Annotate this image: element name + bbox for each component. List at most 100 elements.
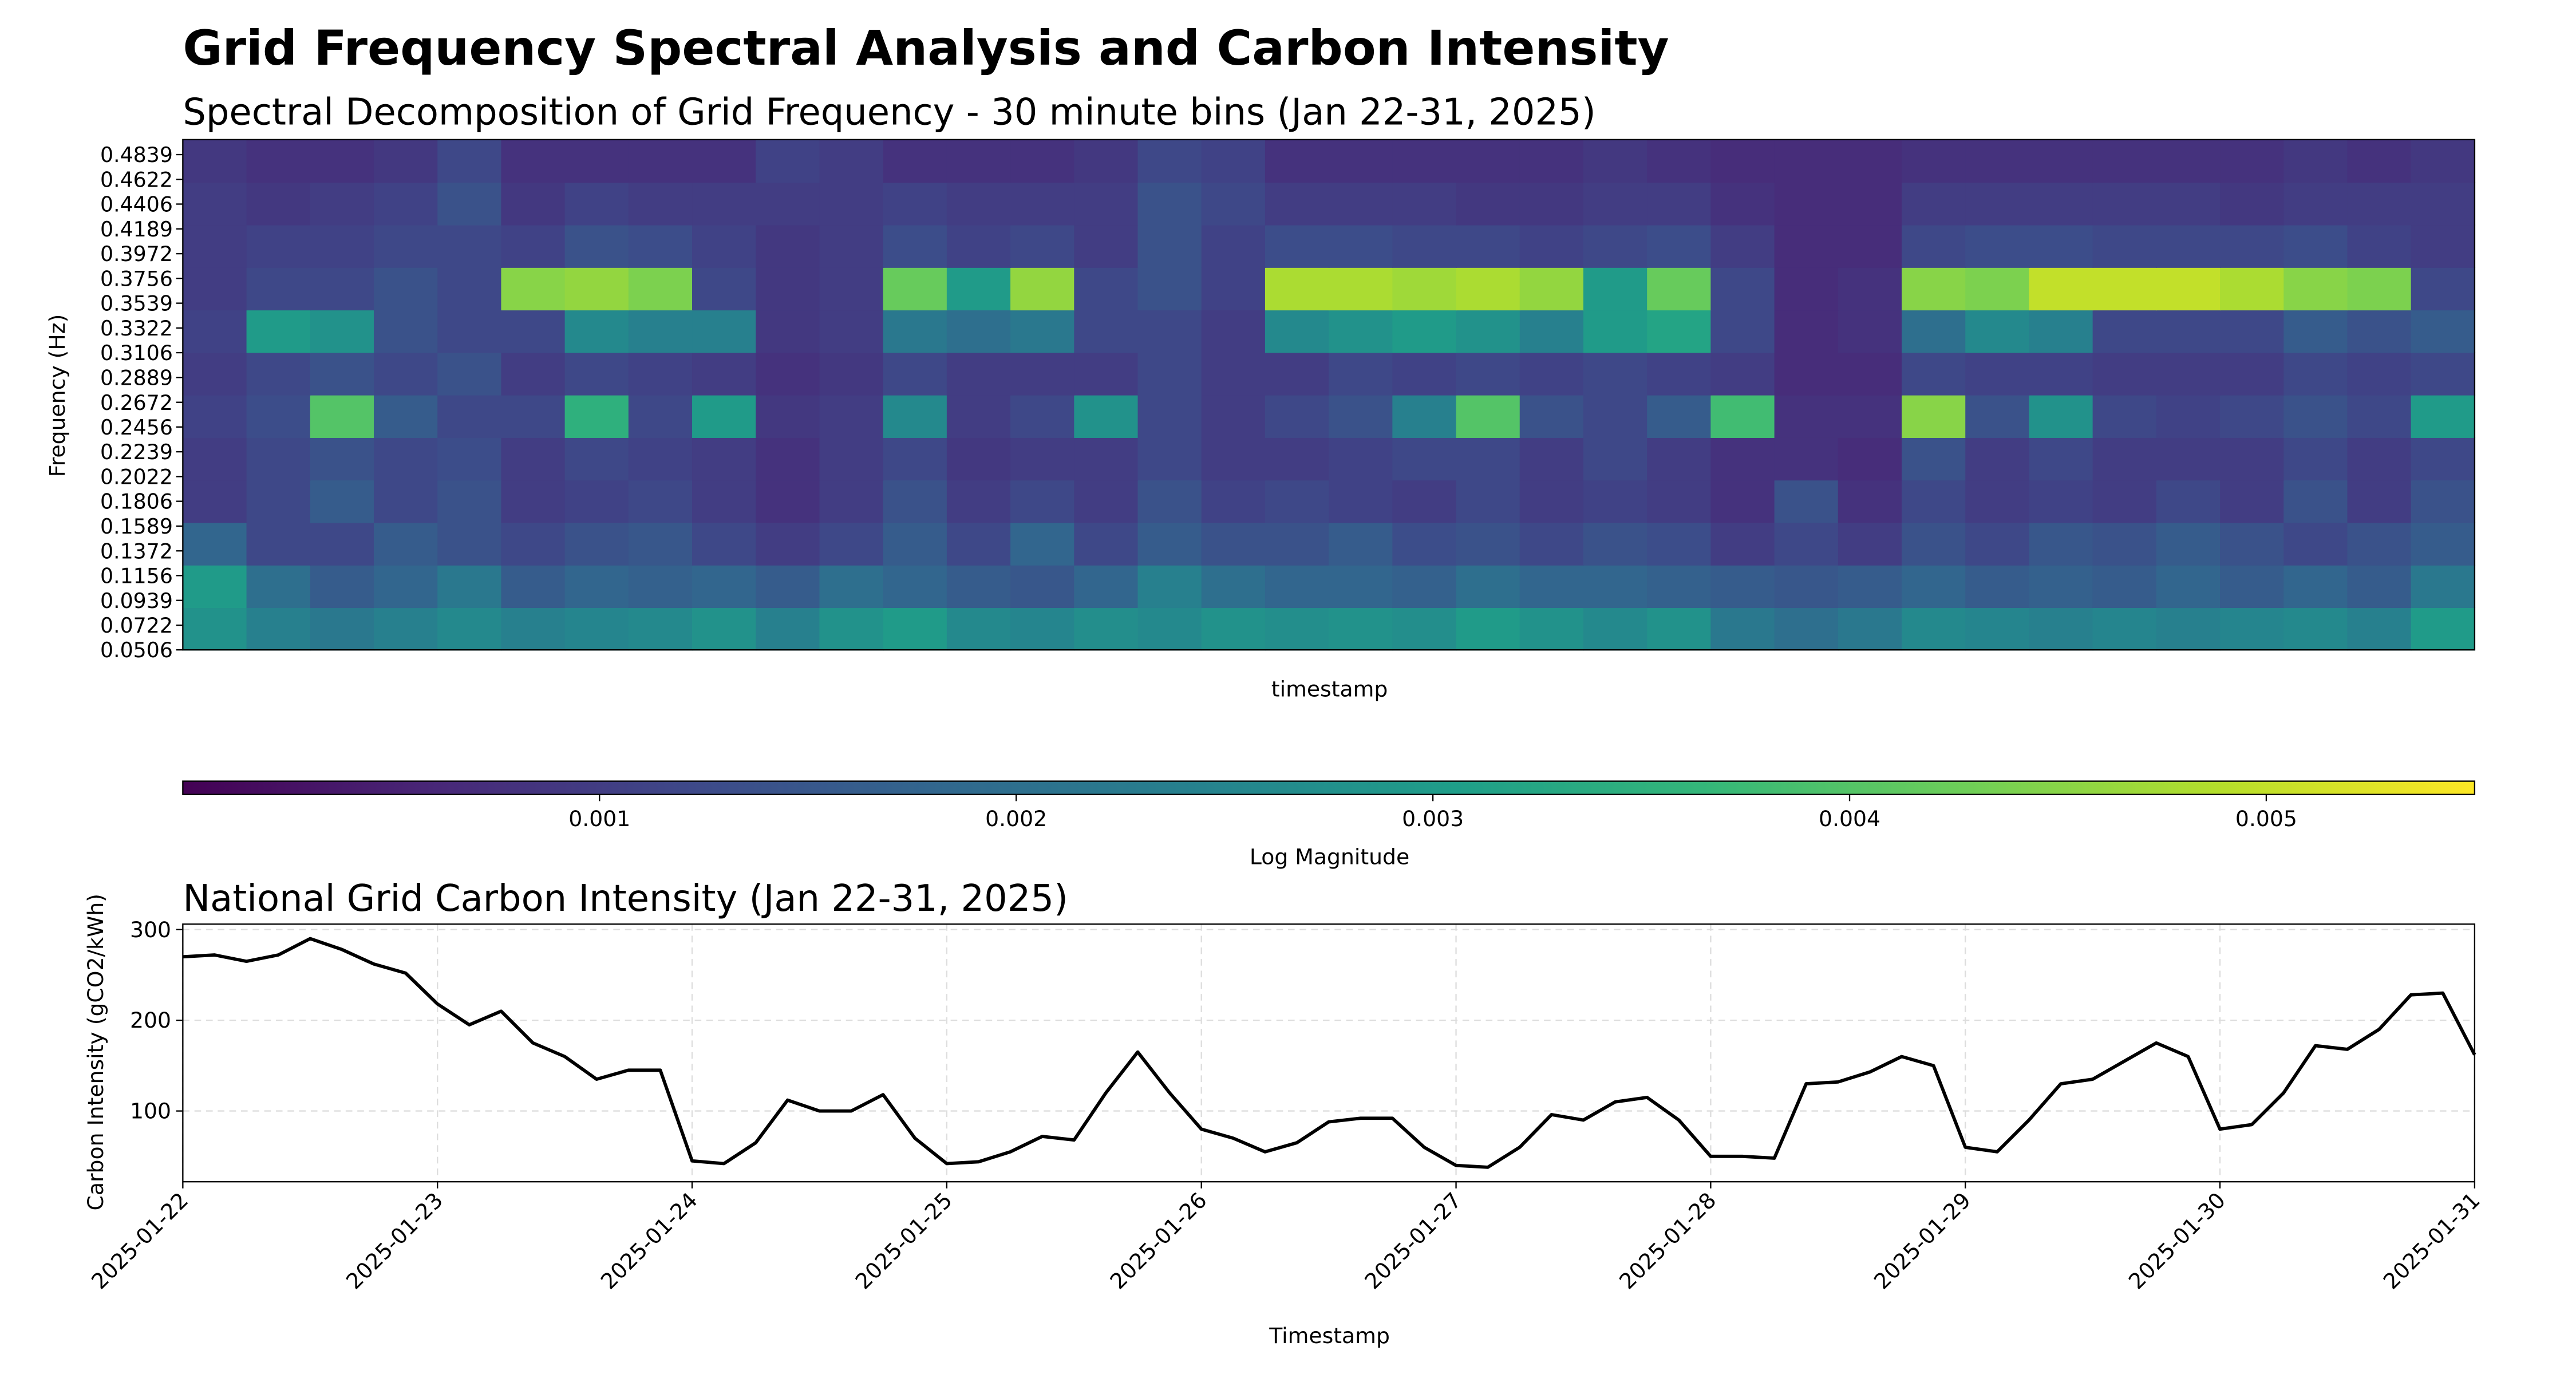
heatmap-cell [1201, 352, 1266, 396]
heatmap-cell [883, 394, 948, 438]
heatmap-cell [246, 607, 311, 651]
y-tick-label: 0.4189 [100, 217, 173, 242]
heatmap-cell [1074, 224, 1139, 268]
x-axis-label: Timestamp [1269, 1323, 1390, 1348]
heatmap-cell [1838, 267, 1903, 311]
heatmap-cell [1137, 394, 1202, 438]
heatmap-cell [1074, 437, 1139, 481]
heatmap-cell [1647, 224, 1712, 268]
heatmap-cell [1965, 564, 2030, 609]
heatmap-cell [183, 564, 247, 609]
heatmap-cell [1838, 309, 1903, 353]
heatmap-cell [1329, 224, 1393, 268]
heatmap-cell [437, 564, 502, 609]
heatmap-cell [946, 607, 1012, 651]
heatmap-cell [628, 480, 693, 523]
heatmap-cell [1583, 182, 1648, 226]
heatmap-cell [628, 267, 693, 311]
heatmap-cell [310, 607, 375, 651]
heatmap-cell [1583, 394, 1648, 438]
heatmap-cell [373, 437, 438, 481]
heatmap-cell [373, 182, 438, 226]
heatmap-cell [1583, 480, 1648, 523]
heatmap-cell [2220, 309, 2285, 353]
heatmap-cell [2411, 352, 2476, 396]
heatmap-cell [1519, 309, 1585, 353]
heatmap-cell [1456, 564, 1520, 609]
heatmap-cell [1456, 394, 1520, 438]
heatmap-cell [2092, 522, 2158, 566]
heatmap-cell [819, 224, 884, 268]
heatmap-cell [756, 182, 820, 226]
heatmap-cell [1265, 394, 1330, 438]
heatmap-cell [692, 564, 757, 609]
heatmap-cell [1137, 139, 1202, 183]
heatmap-cell [1265, 607, 1330, 651]
heatmap-cell [1838, 437, 1903, 481]
heatmap-cell [437, 139, 502, 183]
heatmap-cell [1456, 224, 1520, 268]
heatmap-cell [1965, 522, 2030, 566]
heatmap-cell [2092, 139, 2158, 183]
heatmap-cell [628, 352, 693, 396]
heatmap-cell [1838, 224, 1903, 268]
heatmap-cell [1774, 139, 1839, 183]
heatmap-cell [2156, 522, 2221, 566]
heatmap-cell [628, 309, 693, 353]
heatmap-cell [246, 309, 311, 353]
heatmap-cell [501, 352, 566, 396]
heatmap-cell [1519, 564, 1585, 609]
heatmap-cell [1647, 564, 1712, 609]
heatmap-cell [1965, 309, 2030, 353]
heatmap-cell [819, 522, 884, 566]
heatmap-cell [1010, 309, 1075, 353]
heatmap-cell [373, 139, 438, 183]
heatmap-cell [628, 182, 693, 226]
heatmap-cell [2411, 267, 2476, 311]
heatmap-cell [2092, 480, 2158, 523]
heatmap-cell [1201, 224, 1266, 268]
heatmap-cell [2220, 522, 2285, 566]
heatmap-cell [1710, 564, 1775, 609]
heatmap-cell [819, 182, 884, 226]
y-tick-label: 0.1806 [100, 489, 173, 514]
heatmap-cell [946, 182, 1012, 226]
heatmap-cell [1137, 437, 1202, 481]
heatmap-cell [1838, 182, 1903, 226]
heatmap-cell [1137, 182, 1202, 226]
heatmap-cell [310, 224, 375, 268]
heatmap-cell [2411, 564, 2476, 609]
heatmap-cell [564, 224, 629, 268]
heatmap-cell [1137, 522, 1202, 566]
heatmap-cell [310, 394, 375, 438]
heatmap-cell [2029, 394, 2093, 438]
heatmap-cell [1456, 139, 1520, 183]
heatmap-cell [692, 182, 757, 226]
heatmap-cell [2283, 224, 2348, 268]
heatmap-cell [564, 309, 629, 353]
heatmap-cell [373, 224, 438, 268]
heatmap-cell [183, 267, 247, 311]
heatmap-cell [437, 309, 502, 353]
heatmap-cell [1965, 352, 2030, 396]
heatmap-cell [1010, 224, 1075, 268]
heatmap-cell [2156, 564, 2221, 609]
heatmap-cell [756, 522, 820, 566]
heatmap-cell [1583, 309, 1648, 353]
heatmap-cell [1392, 267, 1457, 311]
heatmap-cell [373, 394, 438, 438]
heatmap-cell [310, 309, 375, 353]
heatmap-cell [1710, 309, 1775, 353]
y-tick-label: 0.3322 [100, 316, 173, 341]
heatmap-cell [692, 480, 757, 523]
heatmap-cell [1074, 309, 1139, 353]
heatmap-cell [246, 224, 311, 268]
heatmap-cell [437, 437, 502, 481]
heatmap-cell [1392, 480, 1457, 523]
heatmap-cell [2283, 394, 2348, 438]
heatmap-cell [756, 352, 820, 396]
heatmap-cell [2220, 352, 2285, 396]
heatmap-cell [692, 522, 757, 566]
heatmap-cell [1710, 394, 1775, 438]
heatmap-cell [946, 480, 1012, 523]
